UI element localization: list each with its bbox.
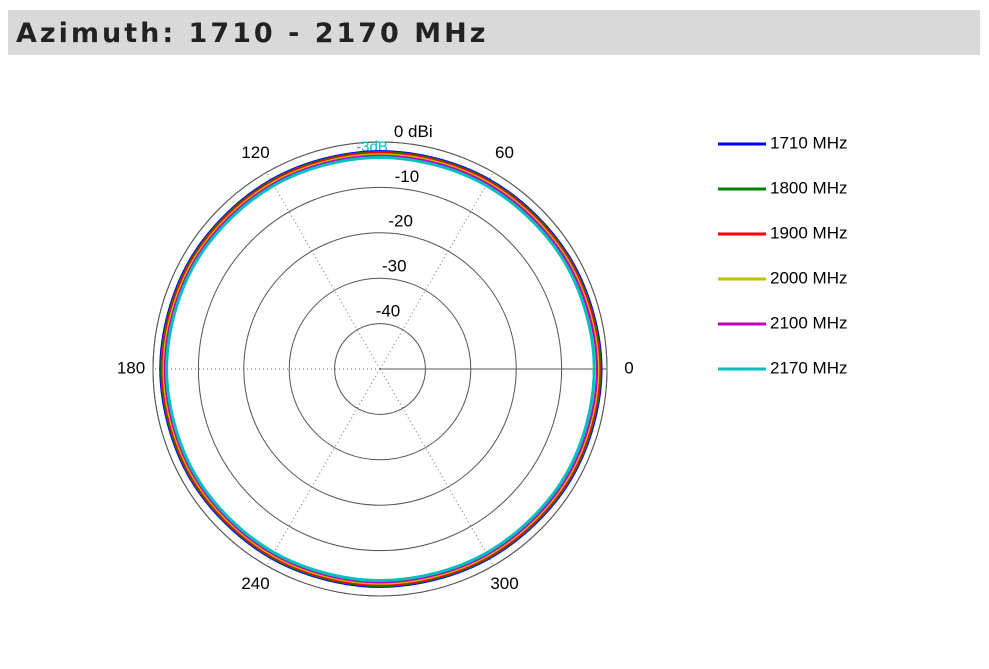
series-line (165, 155, 596, 583)
r-tick-label: -30 (382, 257, 407, 276)
series-line (163, 154, 599, 584)
legend-label: 1900 MHz (770, 223, 847, 242)
r-tick-label: -40 (376, 302, 401, 321)
chart-title: Azimuth: 1710 - 2170 MHz (16, 18, 489, 49)
spoke (379, 368, 494, 566)
legend-label: 2100 MHz (770, 313, 847, 332)
series-line (162, 153, 600, 585)
theta-tick-label: 0 (624, 358, 633, 377)
theta-tick-label: 60 (495, 143, 514, 162)
legend-label: 2000 MHz (770, 268, 847, 287)
r-tick-label: -10 (395, 167, 420, 186)
legend-label: 2170 MHz (770, 358, 847, 377)
spoke (266, 172, 381, 370)
legend-label: 1710 MHz (770, 133, 847, 152)
theta-tick-label: 240 (241, 574, 269, 593)
spoke (266, 368, 381, 566)
theta-tick-label: 120 (241, 143, 269, 162)
theta-tick-label: 180 (117, 358, 145, 377)
r-tick-label: 0 dBi (394, 122, 433, 141)
r-tick-label: -20 (388, 212, 413, 231)
theta-tick-label: 300 (490, 574, 518, 593)
legend-label: 1800 MHz (770, 178, 847, 197)
title-bar (8, 10, 980, 55)
series-line (161, 151, 601, 587)
